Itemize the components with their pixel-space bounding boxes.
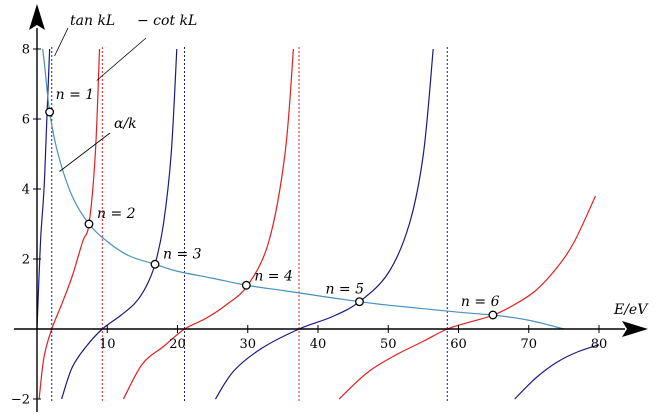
curves [36, 48, 600, 400]
annotation-tan: tan kL [70, 13, 115, 29]
y-tick-label: 4 [22, 183, 30, 198]
series-line [38, 48, 101, 400]
solution-point [150, 259, 160, 269]
solution-point [488, 310, 498, 320]
asymptote-lines [51, 47, 448, 401]
solution-label: n = 1 [56, 87, 95, 103]
series-line [122, 48, 295, 400]
x-tick-label: 10 [99, 337, 116, 352]
solution-point [241, 280, 251, 290]
y-tick-label: 2 [22, 253, 30, 268]
x-tick-label: 20 [169, 337, 186, 352]
annotation-cot: − cot kL [137, 13, 197, 29]
x-axis-label: E/eV [613, 302, 649, 318]
series-line [61, 48, 178, 400]
solution-points [45, 107, 498, 320]
solution-label: n = 4 [254, 268, 293, 284]
solution-point [45, 107, 55, 117]
series-line [514, 344, 600, 400]
leader-line [54, 27, 69, 57]
leader-line [59, 132, 111, 172]
annotation-leaders [54, 27, 147, 172]
ticks: 10 20 30 40 50 60 70 80 −2 2 4 6 8 [11, 43, 607, 408]
labels: E/eV tan kL − cot kL α/k n = 1 n = 2 n = 3 n = … [56, 13, 650, 318]
series-line [42, 48, 565, 330]
x-tick-label: 60 [450, 337, 467, 352]
series-line [214, 48, 434, 400]
x-tick-label: 50 [380, 337, 397, 352]
axes [14, 4, 648, 412]
x-axis-arrow [622, 321, 648, 337]
y-axis-arrow [29, 4, 45, 30]
x-tick-label: 80 [591, 337, 608, 352]
y-tick-label: −2 [11, 393, 30, 408]
leader-line [96, 37, 147, 81]
solution-label: n = 6 [461, 294, 500, 310]
x-tick-label: 40 [310, 337, 327, 352]
solution-label: n = 3 [163, 246, 202, 262]
solution-point [354, 297, 364, 307]
solution-point [84, 219, 94, 229]
y-tick-label: 8 [22, 43, 30, 58]
solution-label: n = 2 [97, 206, 136, 222]
solution-label: n = 5 [325, 282, 364, 298]
x-tick-label: 70 [520, 337, 537, 352]
series-line [338, 195, 597, 400]
annotation-alpha: α/k [114, 116, 137, 132]
x-tick-label: 30 [239, 337, 256, 352]
y-tick-label: 6 [22, 113, 30, 128]
